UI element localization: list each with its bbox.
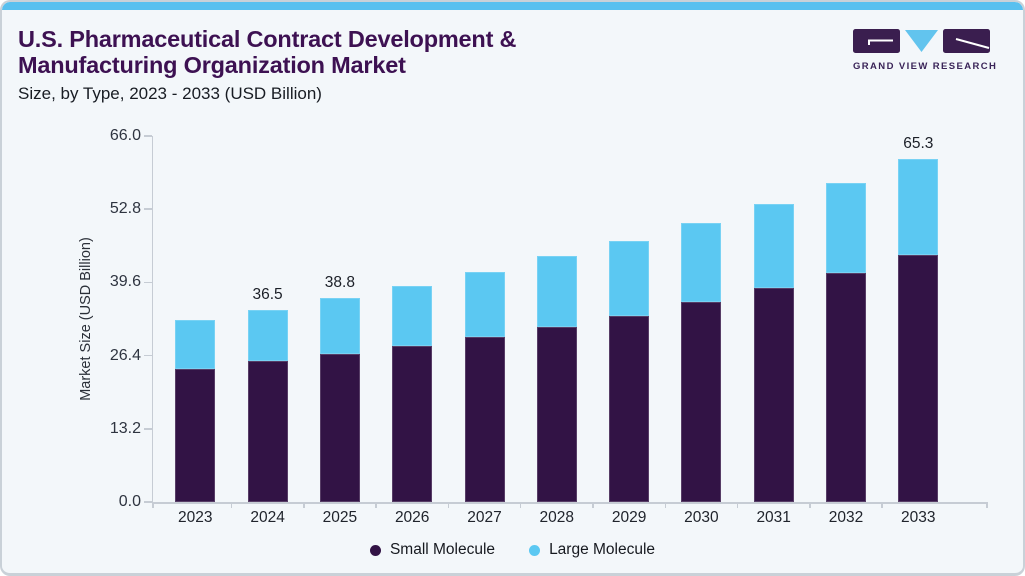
title-line-2: Manufacturing Organization Market [18,52,406,78]
y-tick-label: 26.4 [109,346,141,364]
y-tick-label: 13.2 [109,419,141,437]
bar-segment-large-molecule-2024 [247,310,288,362]
bar-segment-small-molecule-2028 [536,326,577,502]
x-tick-label-2031: 2031 [756,509,791,526]
bar-segment-large-molecule-2028 [536,256,577,327]
x-tick-label-2032: 2032 [828,509,864,526]
grand-view-research-logo: GRAND VIEW RESEARCH [853,28,998,72]
y-tick-label: 66.0 [109,127,141,144]
legend-label: Large Molecule [549,541,656,558]
legend-item-large-molecule: Large Molecule [529,541,655,559]
y-axis-title: Market Size (USD Billion) [78,237,94,401]
x-tick-mark [592,502,594,508]
bar-segment-small-molecule-2024 [247,361,288,502]
chart-legend: Small Molecule Large Molecule [2,538,1023,562]
bar-segment-large-molecule-2030 [681,222,722,302]
bar-segment-large-molecule-2025 [319,298,360,354]
legend-label: Small Molecule [389,541,496,558]
bar-segment-small-molecule-2023 [175,368,216,502]
accent-topbar [2,2,1023,10]
x-tick-mark [447,502,450,508]
x-tick-label-2026: 2026 [394,509,430,526]
y-tick-mark [144,354,152,357]
bar-segment-large-molecule-2027 [464,271,505,337]
bar-segment-large-molecule-2032 [826,183,866,273]
x-tick-label-2027: 2027 [467,509,502,526]
x-tick-label-2024: 2024 [250,509,285,526]
bar-segment-small-molecule-2032 [826,272,866,502]
bar-segment-small-molecule-2026 [392,345,433,502]
x-tick-mark [375,502,377,508]
y-tick-mark [144,501,152,503]
x-tick-mark [736,502,739,508]
title-line-1: U.S. Pharmaceutical Contract Development… [18,26,517,52]
bar-segment-large-molecule-2023 [175,320,216,369]
x-tick-label-2029: 2029 [611,509,647,526]
x-tick-mark [986,502,988,508]
bar-segment-small-molecule-2027 [464,336,505,502]
legend-dot-icon [369,544,381,556]
y-tick-mark [144,208,152,210]
x-axis-line [151,502,987,504]
bar-segment-large-molecule-2026 [392,285,433,346]
x-tick-mark [519,502,522,508]
bar-total-label-2024: 36.5 [252,286,283,304]
x-tick-mark [664,502,666,508]
x-tick-mark [881,502,883,508]
x-tick-mark [152,502,154,508]
y-tick-mark [144,428,152,430]
y-axis-line [151,136,153,502]
x-tick-label-2033: 2033 [901,509,936,526]
bar-total-label-2025: 38.8 [324,274,355,292]
legend-item-small-molecule: Small Molecule [369,541,496,559]
x-tick-mark [809,502,811,508]
bar-segment-small-molecule-2029 [609,315,650,502]
bar-segment-small-molecule-2025 [319,353,360,502]
x-tick-mark [303,502,305,508]
gvr-logo-icon [853,29,990,53]
bar-segment-small-molecule-2030 [681,301,722,502]
legend-dot-icon [529,544,541,556]
y-tick-label: 39.6 [109,273,141,291]
x-tick-label-2028: 2028 [539,509,575,526]
x-tick-label-2030: 2030 [684,509,719,526]
bar-total-label-2033: 65.3 [903,135,934,153]
gvr-logo-text: GRAND VIEW RESEARCH [853,61,998,72]
y-tick-label: 0.0 [118,493,141,510]
bar-segment-large-molecule-2031 [753,203,794,288]
bar-segment-small-molecule-2033 [898,254,939,502]
y-tick-mark [144,135,152,137]
x-tick-mark [230,502,233,508]
y-tick-mark [144,281,152,284]
page-subtitle: Size, by Type, 2023 - 2033 (USD Billion) [18,84,322,103]
bar-segment-small-molecule-2031 [753,287,794,502]
bar-segment-large-molecule-2033 [898,159,939,255]
page-title: U.S. Pharmaceutical Contract Development… [18,26,778,78]
y-tick-label: 52.8 [109,200,141,218]
bar-segment-large-molecule-2029 [609,240,650,316]
x-tick-label-2023: 2023 [178,509,213,526]
x-tick-label-2025: 2025 [322,509,358,526]
